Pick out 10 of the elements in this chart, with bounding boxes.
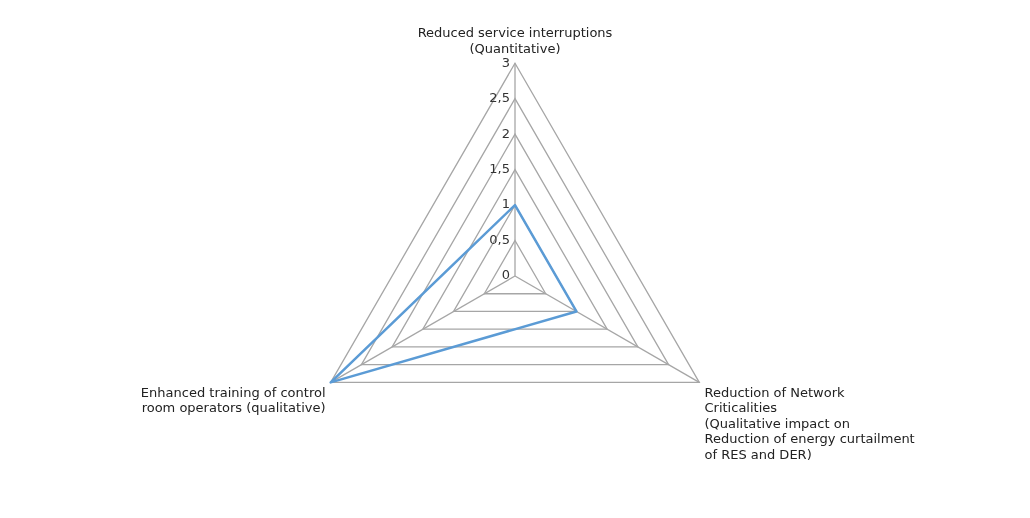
y-tick-label: 1,5 — [489, 160, 510, 176]
y-tick-label: 1 — [501, 196, 510, 212]
spoke-label: Enhanced training of control room operators (qualitative) — [140, 384, 326, 416]
y-tick-label: 2 — [501, 125, 510, 141]
spoke-label: Reduced service interruptions (Quantitative) — [417, 25, 613, 56]
y-tick-label: 0,5 — [489, 231, 510, 247]
y-tick-label: 0 — [501, 267, 510, 283]
y-tick-label: 3 — [501, 54, 510, 70]
spoke-label: Reduction of Network Criticalities (Qualitative impact on Reduction of energy curtailment of RES and DER) — [704, 384, 915, 462]
y-tick-label: 2,5 — [489, 90, 510, 106]
